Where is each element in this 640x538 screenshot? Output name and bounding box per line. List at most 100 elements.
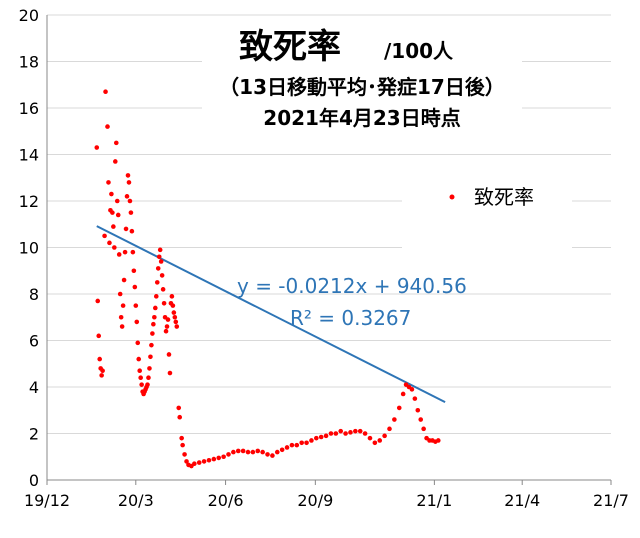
data-point-99 [240, 448, 246, 454]
gridlines [47, 14, 611, 434]
data-point-27 [122, 249, 128, 255]
data-point-135 [409, 387, 415, 392]
data-point-22 [117, 291, 123, 297]
data-point-105 [270, 453, 275, 458]
data-point-30 [125, 173, 131, 178]
y-tick-label-2: 2 [29, 425, 39, 444]
data-point-75 [169, 294, 175, 299]
data-point-139 [421, 426, 426, 432]
x-tick-label-21/1: 21/1 [416, 491, 452, 510]
data-point-18 [113, 140, 119, 146]
data-point-125 [367, 435, 373, 441]
x-tick-label-20/3: 20/3 [118, 491, 154, 510]
trendline [96, 225, 446, 403]
data-point-90 [196, 460, 202, 465]
data-point-37 [132, 284, 138, 290]
data-point-67 [161, 301, 167, 306]
x-tick-label-19/12: 19/12 [24, 491, 70, 510]
y-tick-label-20: 20 [19, 6, 39, 25]
title-block: 致死率 /100人 （13日移動平均･発症17日後） 2021年4月23日時点 [202, 22, 522, 134]
data-point-35 [130, 249, 136, 255]
y-tick-label-16: 16 [19, 99, 39, 118]
data-point-77 [171, 310, 177, 315]
data-point-83 [179, 435, 184, 441]
data-point-122 [353, 428, 358, 434]
trendline-layer [96, 225, 446, 403]
data-point-81 [176, 405, 182, 411]
data-point-31 [126, 180, 132, 185]
data-point-66 [160, 287, 166, 292]
data-point-6 [100, 368, 105, 374]
data-point-108 [284, 445, 290, 450]
data-point-65 [159, 273, 165, 278]
data-point-33 [128, 210, 134, 215]
data-point-40 [135, 340, 141, 346]
y-tick-label-10: 10 [19, 239, 39, 258]
data-point-34 [129, 228, 135, 234]
data-point-60 [154, 280, 160, 285]
data-point-113 [309, 438, 314, 443]
data-point-70 [164, 324, 170, 329]
data-point-8 [103, 89, 108, 95]
tick-labels: 0 2 4 6 8 10 12 14 16 18 20 19/12 20/3 20/6 20/9 21/1 21… [19, 6, 629, 510]
data-point-128 [382, 433, 387, 439]
x-tick-label-21/7: 21/7 [593, 491, 629, 510]
data-point-84 [180, 442, 185, 448]
legend-label: 致死率 [474, 185, 534, 209]
data-point-112 [304, 440, 309, 446]
data-point-20 [115, 212, 121, 218]
data-point-129 [387, 426, 392, 432]
data-point-107 [279, 447, 285, 453]
data-point-94 [216, 455, 222, 461]
data-point-41 [136, 356, 142, 362]
data-point-95 [221, 454, 226, 460]
data-point-63 [157, 247, 163, 253]
data-point-126 [372, 440, 378, 446]
data-point-111 [299, 440, 304, 446]
data-point-15 [111, 224, 116, 229]
data-point-117 [328, 431, 334, 436]
data-point-109 [289, 442, 295, 448]
data-point-51 [146, 375, 151, 381]
data-point-118 [333, 431, 339, 436]
data-point-61 [155, 266, 161, 271]
chart-title: 致死率 [239, 27, 341, 67]
legend: 致死率 [402, 160, 572, 248]
chart-subtitle-2: 2021年4月23日時点 [263, 106, 460, 130]
legend-box [402, 160, 572, 248]
chart-subtitle-1: （13日移動平均･発症17日後） [219, 75, 505, 99]
data-point-144 [435, 438, 441, 443]
data-point-85 [182, 452, 187, 457]
data-point-7 [102, 233, 107, 239]
data-point-93 [211, 456, 217, 462]
data-point-55 [150, 331, 155, 336]
data-point-114 [314, 435, 319, 441]
data-point-38 [133, 303, 139, 308]
data-points [94, 89, 441, 469]
data-point-62 [156, 254, 162, 260]
data-point-42 [137, 368, 142, 374]
data-point-39 [134, 319, 140, 325]
data-point-5 [99, 373, 104, 378]
data-point-104 [265, 452, 270, 457]
data-point-19 [114, 198, 120, 204]
data-point-53 [148, 354, 153, 360]
data-point-28 [123, 226, 129, 232]
data-point-89 [192, 461, 197, 467]
data-point-13 [109, 191, 114, 197]
data-point-25 [120, 303, 126, 308]
data-point-3 [97, 356, 102, 362]
data-point-14 [110, 210, 115, 215]
data-point-52 [147, 366, 152, 371]
data-point-101 [250, 449, 256, 455]
x-tick-label-21/4: 21/4 [504, 491, 540, 510]
legend-marker [449, 194, 455, 200]
data-point-120 [343, 431, 348, 436]
data-point-119 [338, 428, 344, 434]
trendline-labels: y = -0.0212x + 940.56 R² = 0.3267 [237, 274, 467, 330]
data-point-21 [116, 252, 122, 257]
data-point-138 [418, 417, 424, 422]
y-tick-label-8: 8 [29, 285, 39, 304]
data-point-91 [201, 459, 207, 464]
